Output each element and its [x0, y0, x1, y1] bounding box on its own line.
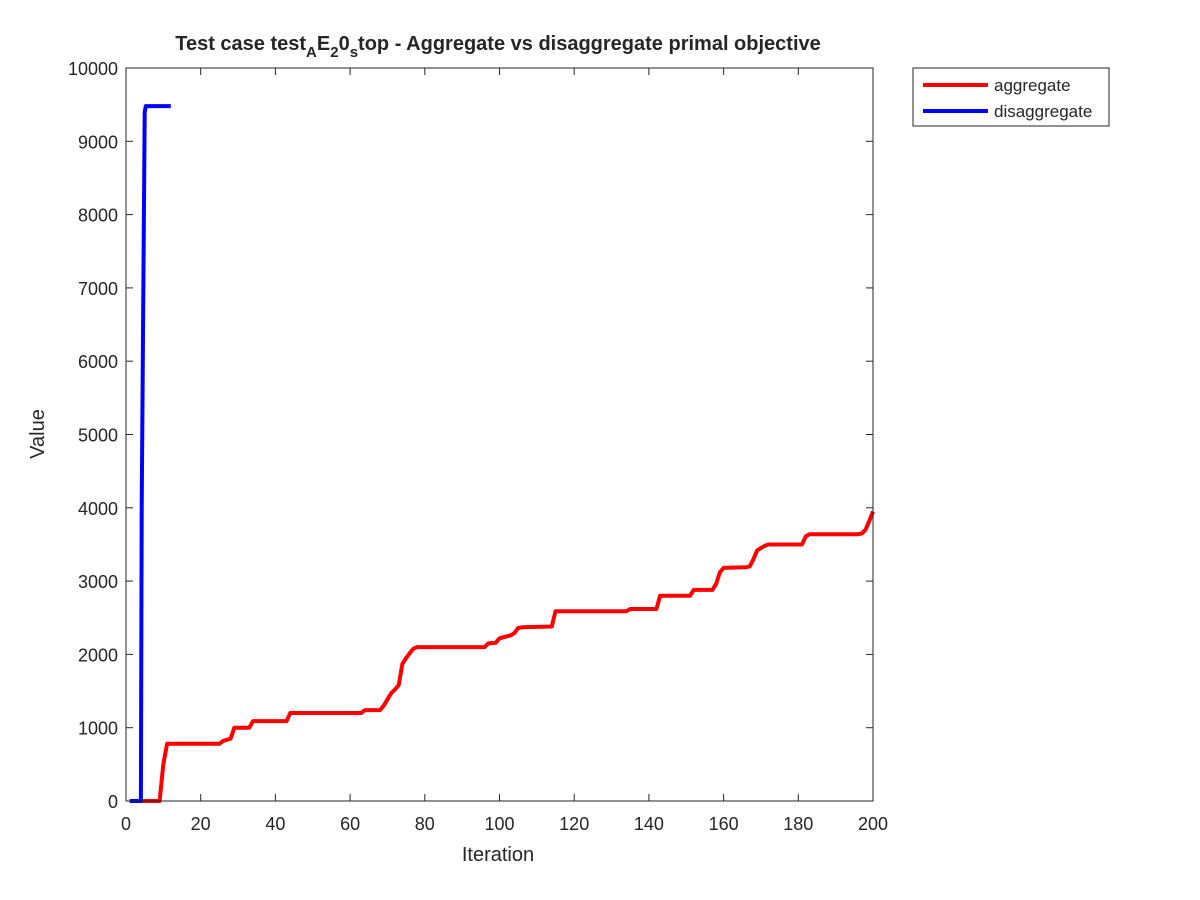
- x-axis: 0 20 40 60 80 100 120 140 160 180 200: [121, 68, 888, 834]
- y-tick-label: 6000: [78, 352, 118, 372]
- x-tick-label: 100: [484, 814, 514, 834]
- x-axis-label: Iteration: [462, 844, 534, 866]
- y-tick-label: 9000: [78, 132, 118, 152]
- legend-label-disaggregate: disaggregate: [994, 102, 1092, 121]
- y-tick-label: 2000: [78, 645, 118, 665]
- legend: aggregate disaggregate: [912, 67, 1110, 127]
- y-axis: 0 1000 2000 3000 4000 5000 6000 7000 8000 9000 100…: [68, 59, 873, 812]
- y-tick-label: 8000: [78, 206, 118, 226]
- x-tick-label: 180: [783, 814, 813, 834]
- legend-label-aggregate: aggregate: [994, 76, 1071, 95]
- x-tick-label: 60: [340, 814, 360, 834]
- x-tick-label: 140: [634, 814, 664, 834]
- x-tick-label: 0: [121, 814, 131, 834]
- x-tick-label: 40: [265, 814, 285, 834]
- y-tick-label: 7000: [78, 279, 118, 299]
- x-tick-label: 120: [559, 814, 589, 834]
- x-tick-label: 200: [858, 814, 888, 834]
- y-tick-label: 0: [108, 792, 118, 812]
- x-tick-label: 160: [709, 814, 739, 834]
- plot-area: [126, 68, 873, 801]
- y-tick-label: 3000: [78, 572, 118, 592]
- y-tick-label: 10000: [68, 59, 118, 79]
- y-tick-label: 5000: [78, 426, 118, 446]
- y-axis-label: Value: [27, 409, 49, 459]
- series-line-aggregate: [129, 510, 875, 803]
- y-tick-label: 4000: [78, 499, 118, 519]
- chart-title: Test case testAE20stop - Aggregate vs di…: [175, 33, 821, 61]
- x-tick-label: 20: [191, 814, 211, 834]
- x-tick-label: 80: [415, 814, 435, 834]
- legend-box: [912, 67, 1110, 127]
- y-tick-label: 1000: [78, 719, 118, 739]
